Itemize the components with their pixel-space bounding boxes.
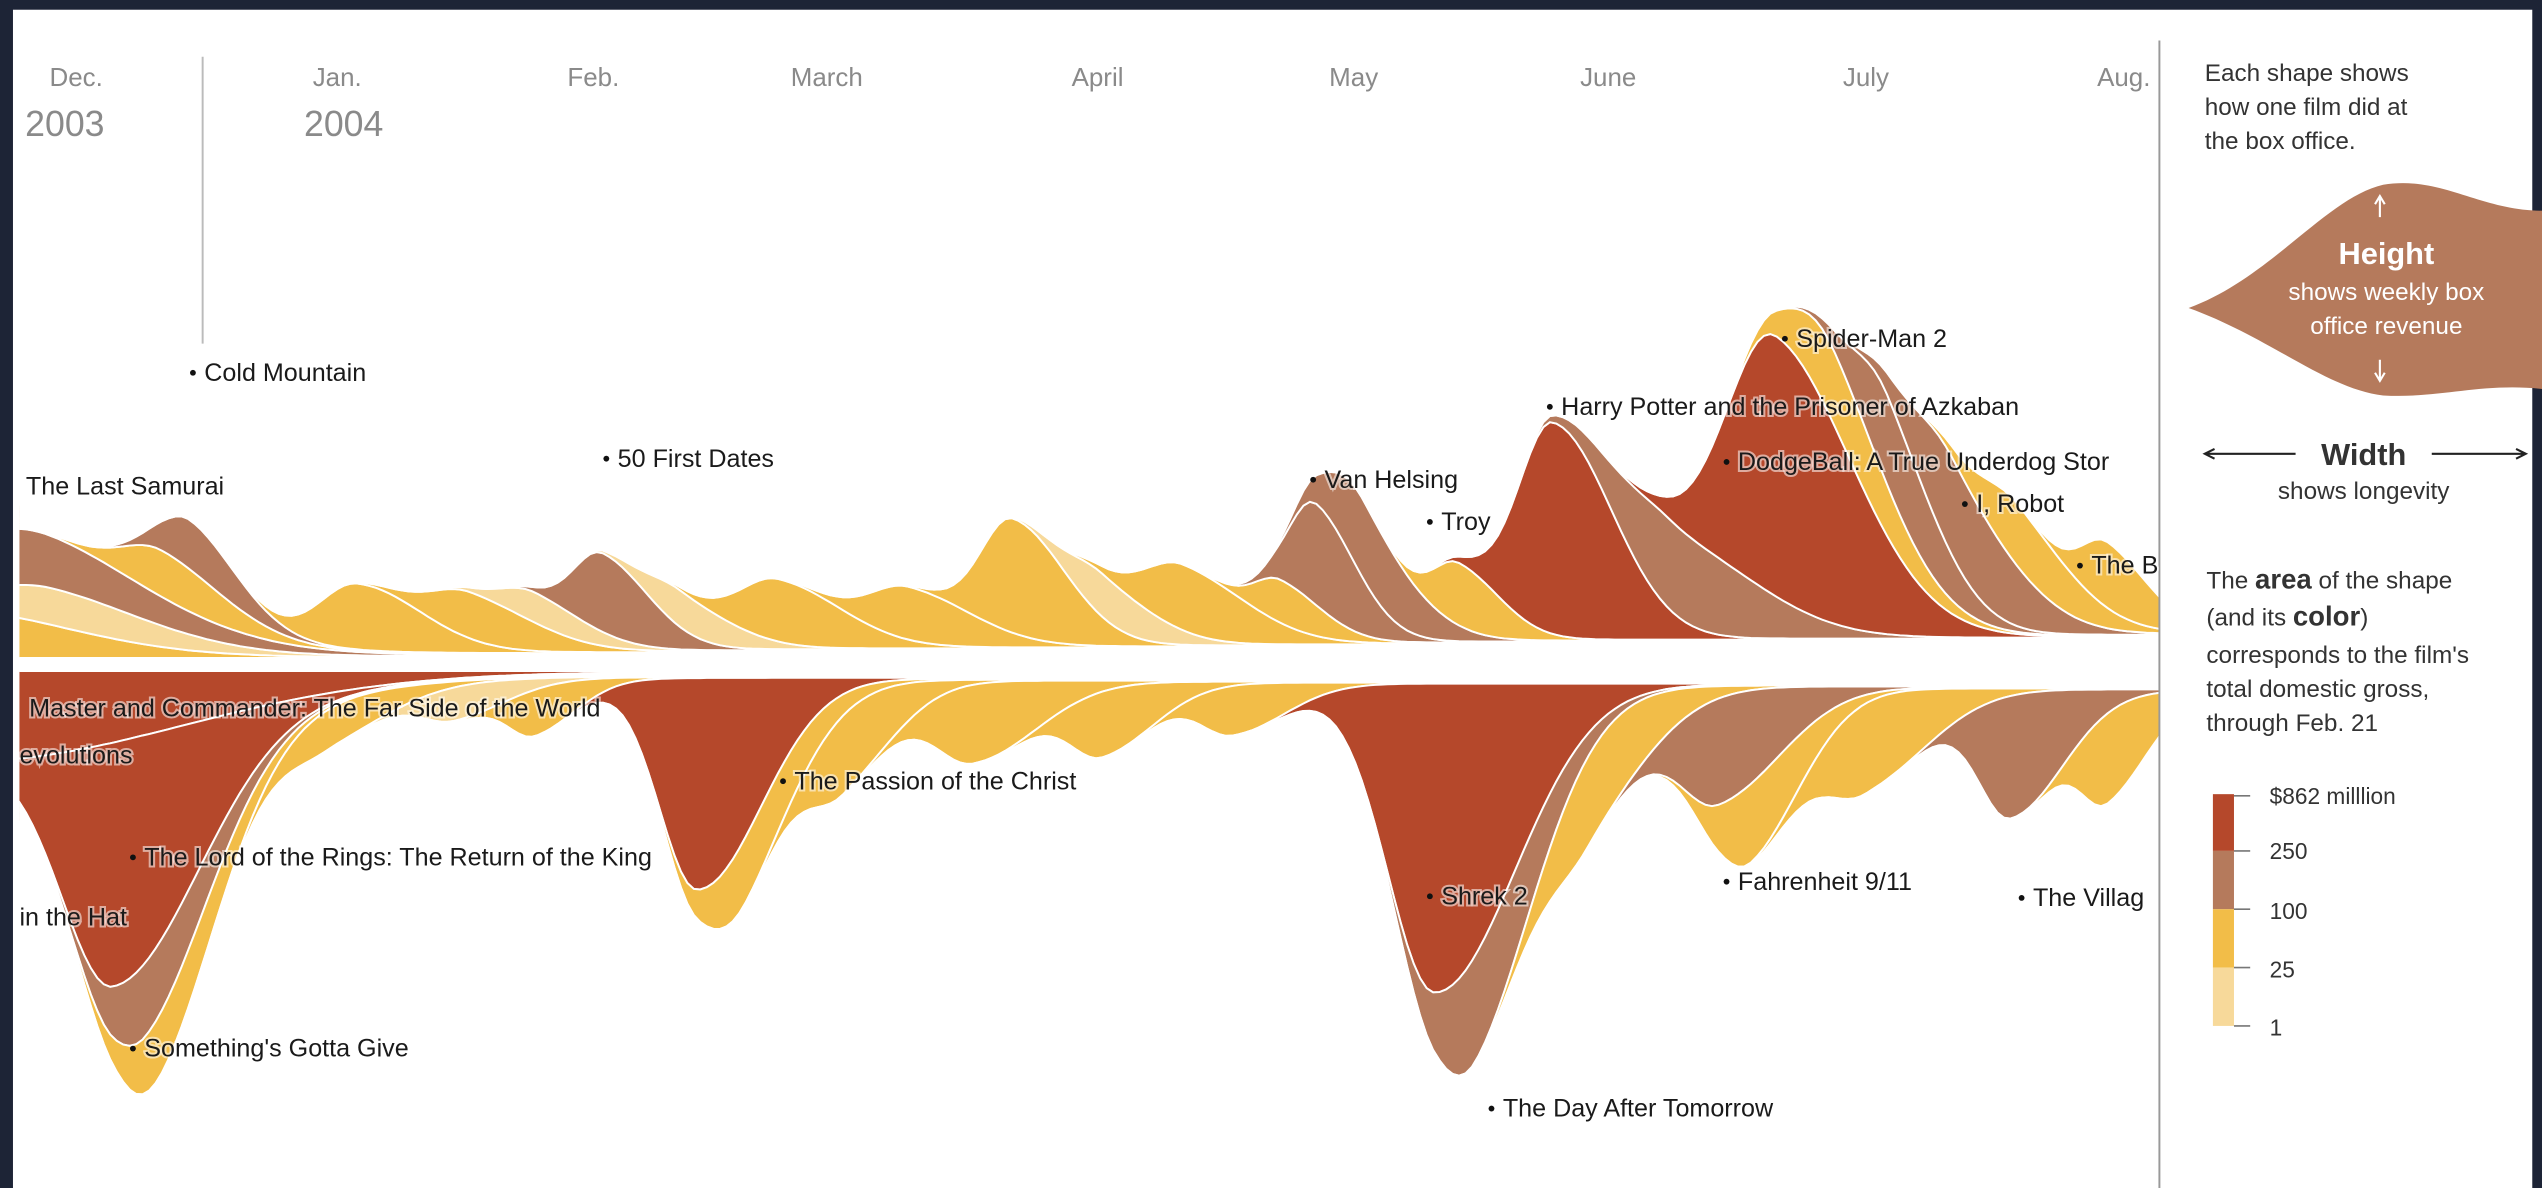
text-part: area — [2255, 563, 2312, 594]
month-label: Dec. — [50, 64, 103, 92]
film-labels: Cold Mountain The Last Samurai 50 First … — [19, 323, 2159, 1125]
film-label: The Passion of the Christ — [780, 765, 1078, 797]
film-name: Spider-Man 2 — [1796, 325, 1947, 353]
film-label: DodgeBall: A True Underdog Stor — [1723, 446, 2111, 478]
film-name: Something's Gotta Give — [144, 1035, 408, 1063]
film-label: The Last Samurai — [24, 470, 226, 502]
scale-label: 1 — [2270, 1015, 2283, 1041]
text-part: of the shape — [2312, 567, 2453, 594]
film-name: The Villag — [2033, 884, 2144, 912]
film-name: The Passion of the Christ — [794, 767, 1076, 795]
area-text: The area of the shape — [2206, 563, 2452, 594]
streamgraph — [19, 302, 2160, 1112]
area-text: (and its color) — [2206, 601, 2368, 632]
film-label: The Day After Tomorrow — [1488, 1093, 1776, 1125]
film-label: Fahrenheit 9/11 — [1723, 866, 1914, 898]
height-title: Height — [2338, 236, 2434, 271]
film-label: The Villag — [2018, 882, 2146, 914]
down-arrow — [2374, 359, 2386, 383]
film-name: 50 First Dates — [618, 445, 774, 473]
film-label: evolutions — [19, 739, 134, 771]
film-label: in the Hat — [19, 901, 129, 933]
height-text: shows weekly box — [2288, 279, 2484, 306]
month-label: Feb. — [567, 64, 619, 92]
legend-intro: Each shape shows — [2205, 60, 2409, 87]
area-text: corresponds to the film's — [2206, 642, 2469, 669]
month-label: Aug. — [2097, 64, 2150, 92]
width-title: Width — [2321, 437, 2406, 472]
film-name: evolutions — [19, 741, 132, 769]
film-label: Master and Commander: The Far Side of th… — [27, 692, 602, 724]
height-text: office revenue — [2310, 313, 2462, 340]
film-name: Troy — [1441, 508, 1491, 536]
film-stream — [19, 302, 2160, 630]
width-text: shows longevity — [2278, 478, 2450, 505]
film-label: The B — [2077, 550, 2159, 582]
year-label: 2004 — [304, 104, 383, 144]
film-label: Something's Gotta Give — [130, 1033, 411, 1065]
scale-label: 250 — [2270, 838, 2308, 864]
height-shape — [2188, 183, 2542, 396]
film-name: The Last Samurai — [26, 472, 224, 500]
film-name: The Lord of the Rings: The Return of the… — [144, 843, 652, 871]
month-label: May — [1329, 64, 1378, 92]
film-label: Harry Potter and the Prisoner of Azkaban — [1546, 391, 2021, 423]
scale-label: 25 — [2270, 956, 2295, 982]
text-part: ) — [2360, 605, 2368, 632]
film-name: Cold Mountain — [204, 359, 366, 387]
film-stream — [19, 691, 2160, 1112]
film-name: Harry Potter and the Prisoner of Azkaban — [1561, 393, 2019, 421]
film-label: Troy — [1426, 506, 1493, 538]
area-text: total domestic gross, — [2206, 676, 2429, 703]
scale-swatch — [2212, 850, 2234, 910]
legend: Each shape shows how one film did at the… — [2188, 60, 2542, 1041]
width-arrow-left — [2202, 448, 2296, 460]
film-label: Van Helsing — [1310, 464, 1460, 496]
film-label: 50 First Dates — [603, 443, 776, 475]
area-text: through Feb. 21 — [2206, 710, 2378, 737]
film-label: Cold Mountain — [190, 357, 368, 389]
film-name: Master and Commander: The Far Side of th… — [29, 694, 600, 722]
month-label: June — [1580, 64, 1636, 92]
film-name: DodgeBall: A True Underdog Stor — [1738, 448, 2109, 476]
film-name: in the Hat — [19, 903, 127, 931]
legend-intro: how one film did at — [2205, 94, 2408, 121]
year-label: 2003 — [25, 104, 104, 144]
scale-ticks — [2233, 794, 2251, 1027]
time-axis: Dec. Jan. Feb. March April May June July… — [25, 64, 2150, 144]
month-label: April — [1072, 64, 1124, 92]
film-name: Fahrenheit 9/11 — [1738, 868, 1912, 896]
film-name: The B — [2091, 552, 2158, 580]
text-part: (and its — [2206, 605, 2292, 632]
month-label: March — [791, 64, 863, 92]
text-part: color — [2293, 601, 2361, 632]
film-label: Spider-Man 2 — [1781, 323, 1949, 355]
film-label: Shrek 2 — [1426, 880, 1530, 912]
width-arrow-right — [2431, 448, 2529, 460]
film-name: The Day After Tomorrow — [1503, 1095, 1774, 1123]
film-name: I, Robot — [1976, 490, 2064, 518]
text-part: The — [2206, 567, 2255, 594]
scale-swatch — [2212, 967, 2234, 1026]
legend-intro: the box office. — [2205, 128, 2356, 155]
scale-label: 100 — [2270, 898, 2308, 924]
film-name: Van Helsing — [1324, 466, 1458, 494]
month-label: July — [1843, 64, 1889, 92]
scale-swatch — [2212, 909, 2234, 968]
scale-swatch — [2212, 794, 2234, 851]
film-name: Shrek 2 — [1441, 882, 1528, 910]
up-arrow — [2374, 194, 2386, 218]
month-label: Jan. — [313, 64, 362, 92]
film-label: I, Robot — [1961, 488, 2066, 520]
film-label: The Lord of the Rings: The Return of the… — [130, 841, 654, 873]
scale-label: $862 milllion — [2270, 783, 2396, 809]
